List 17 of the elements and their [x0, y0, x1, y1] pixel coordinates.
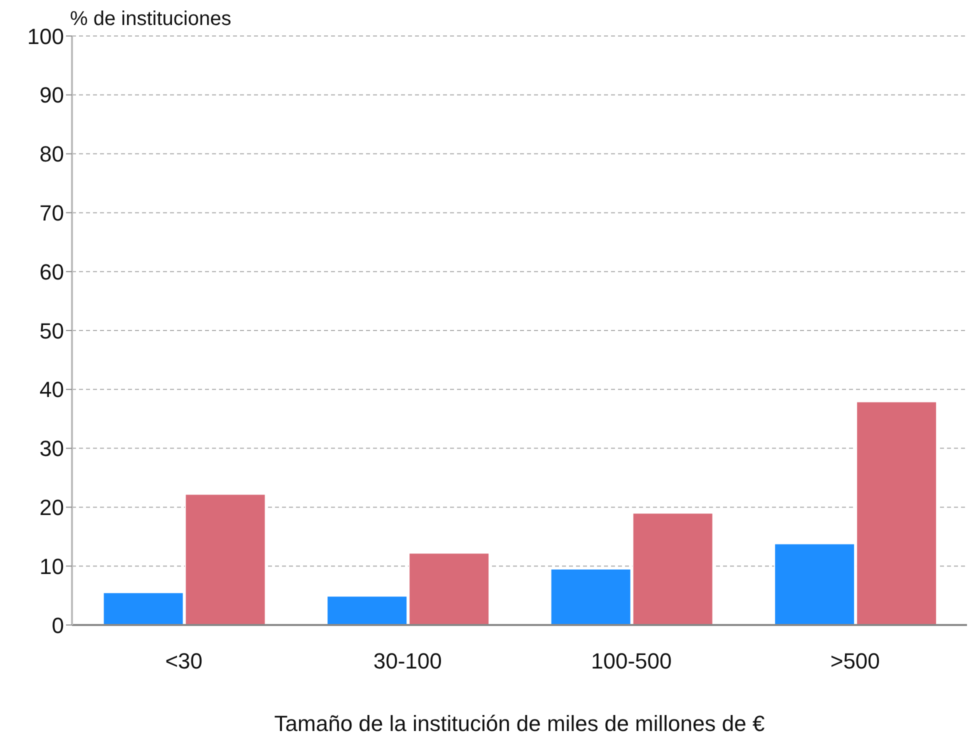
x-axis-title: Tamaño de la institución de miles de millones de € [274, 711, 765, 736]
x-tick-label: >500 [830, 648, 880, 674]
y-tick-label: 50 [40, 318, 64, 344]
y-tick-label: 30 [40, 436, 64, 462]
y-tick-label: 80 [40, 142, 64, 167]
y-tick-label: 0 [52, 612, 64, 638]
x-tick-label: 30-100 [373, 648, 442, 674]
y-tick-label: 100 [27, 24, 64, 49]
x-tick-label: <30 [165, 648, 203, 674]
x-tick-label: 100-500 [591, 648, 672, 674]
y-axis-title: % de instituciones [70, 8, 232, 31]
y-tick-label: 70 [40, 200, 64, 226]
y-tick-label: 20 [40, 495, 64, 520]
y-tick-label: 10 [40, 554, 64, 579]
y-tick-label: 40 [40, 377, 64, 402]
y-tick-label: 90 [40, 82, 64, 108]
y-tick-label: 60 [40, 259, 64, 284]
